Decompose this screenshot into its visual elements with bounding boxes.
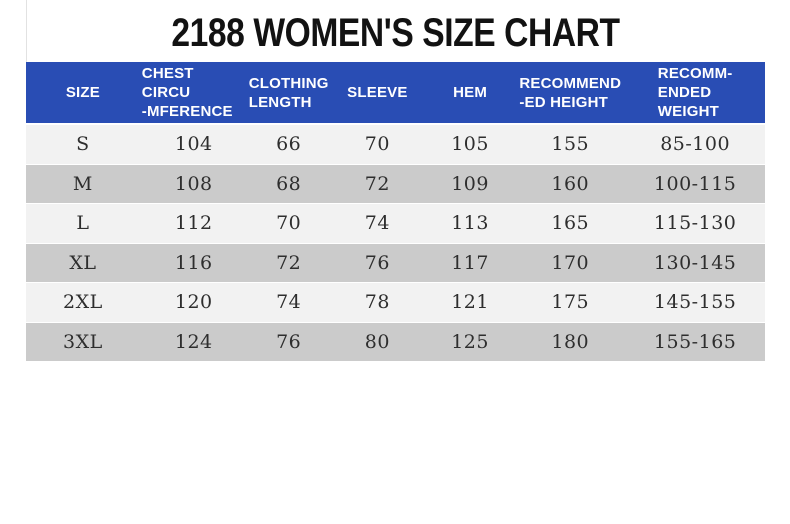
- cell-weight: 155-165: [653, 330, 737, 353]
- cell-hem: 117: [451, 251, 489, 274]
- table-header-row: SIZE CHEST CIRCU -MFERENCE CLOTHING LENG…: [26, 62, 765, 125]
- cell-chest: 116: [174, 251, 213, 274]
- cell-size: 2XL: [63, 291, 103, 314]
- cell-weight: 130-145: [653, 251, 737, 274]
- col-header-label: HEM: [453, 84, 488, 101]
- col-header-label: RECOMM-: [657, 65, 733, 82]
- col-header-label: LENGTH: [248, 93, 312, 111]
- col-header-label: ENDED: [657, 84, 712, 101]
- cell-size: 3XL: [63, 330, 103, 353]
- cell-size: XL: [69, 251, 97, 274]
- cell-height: 160: [551, 172, 590, 195]
- table-row-l: L 112 70 74 113 165 115-130: [26, 204, 765, 244]
- cell-weight: 85-100: [660, 133, 731, 156]
- cell-chest: 112: [174, 212, 213, 235]
- cell-hem: 121: [451, 291, 489, 314]
- table-row-3xl: 3XL 124 76 80 125 180 155-165: [26, 322, 765, 362]
- cell-chest: 124: [174, 330, 213, 353]
- cell-sleeve: 72: [364, 172, 390, 195]
- cell-hem: 105: [451, 133, 489, 156]
- table-row-m: M 108 68 72 109 160 100-115: [26, 164, 765, 204]
- cell-height: 170: [551, 251, 590, 274]
- col-header-label: -MFERENCE: [141, 103, 233, 120]
- cell-chest: 108: [174, 172, 213, 195]
- col-header-label: RECOMMEND: [519, 74, 622, 92]
- cell-length: 76: [276, 330, 302, 353]
- col-header-label: SLEEVE: [347, 84, 408, 101]
- cell-size: L: [76, 212, 90, 235]
- cell-weight: 100-115: [653, 172, 737, 195]
- table-row-2xl: 2XL 120 74 78 121 175 145-155: [26, 283, 765, 323]
- cell-hem: 113: [451, 212, 489, 235]
- cell-weight: 115-130: [653, 212, 737, 235]
- cell-sleeve: 80: [364, 330, 390, 353]
- cell-size: M: [72, 172, 93, 195]
- col-header-label: CLOTHING: [248, 74, 329, 92]
- table-row-s: S 104 66 70 105 155 85-100: [26, 125, 765, 165]
- cell-hem: 109: [451, 172, 489, 195]
- cell-height: 180: [551, 330, 590, 353]
- page-title: 2188 WOMEN'S SIZE CHART: [171, 11, 620, 55]
- cell-height: 155: [551, 133, 590, 156]
- col-header-label: WEIGHT: [657, 103, 719, 120]
- cell-height: 165: [551, 212, 590, 235]
- cell-hem: 125: [451, 330, 489, 353]
- col-header-recommended-height: RECOMMEND -ED HEIGHT: [515, 62, 625, 123]
- col-header-hem: HEM: [425, 62, 515, 123]
- col-header-label: -ED HEIGHT: [519, 93, 608, 111]
- col-header-recommended-weight: RECOMM- ENDED WEIGHT: [625, 62, 765, 123]
- cell-length: 70: [276, 212, 302, 235]
- cell-chest: 120: [174, 291, 213, 314]
- cell-height: 175: [551, 291, 590, 314]
- cell-length: 68: [276, 172, 302, 195]
- left-edge-line: [26, 0, 27, 62]
- cell-length: 66: [276, 133, 302, 156]
- cell-sleeve: 70: [364, 133, 390, 156]
- col-header-label: CHEST CIRCU: [141, 65, 194, 101]
- col-header-chest-circumference: CHEST CIRCU -MFERENCE: [140, 62, 248, 123]
- col-header-clothing-length: CLOTHING LENGTH: [248, 62, 330, 123]
- size-chart-table: SIZE CHEST CIRCU -MFERENCE CLOTHING LENG…: [26, 62, 765, 362]
- cell-sleeve: 76: [364, 251, 390, 274]
- col-header-sleeve: SLEEVE: [330, 62, 425, 123]
- cell-length: 72: [276, 251, 302, 274]
- cell-chest: 104: [174, 133, 213, 156]
- cell-weight: 145-155: [653, 291, 737, 314]
- cell-size: S: [76, 133, 90, 156]
- cell-sleeve: 74: [364, 212, 390, 235]
- col-header-size: SIZE: [26, 62, 140, 123]
- cell-sleeve: 78: [364, 291, 390, 314]
- table-row-xl: XL 116 72 76 117 170 130-145: [26, 243, 765, 283]
- cell-length: 74: [276, 291, 302, 314]
- col-header-label: SIZE: [65, 84, 100, 101]
